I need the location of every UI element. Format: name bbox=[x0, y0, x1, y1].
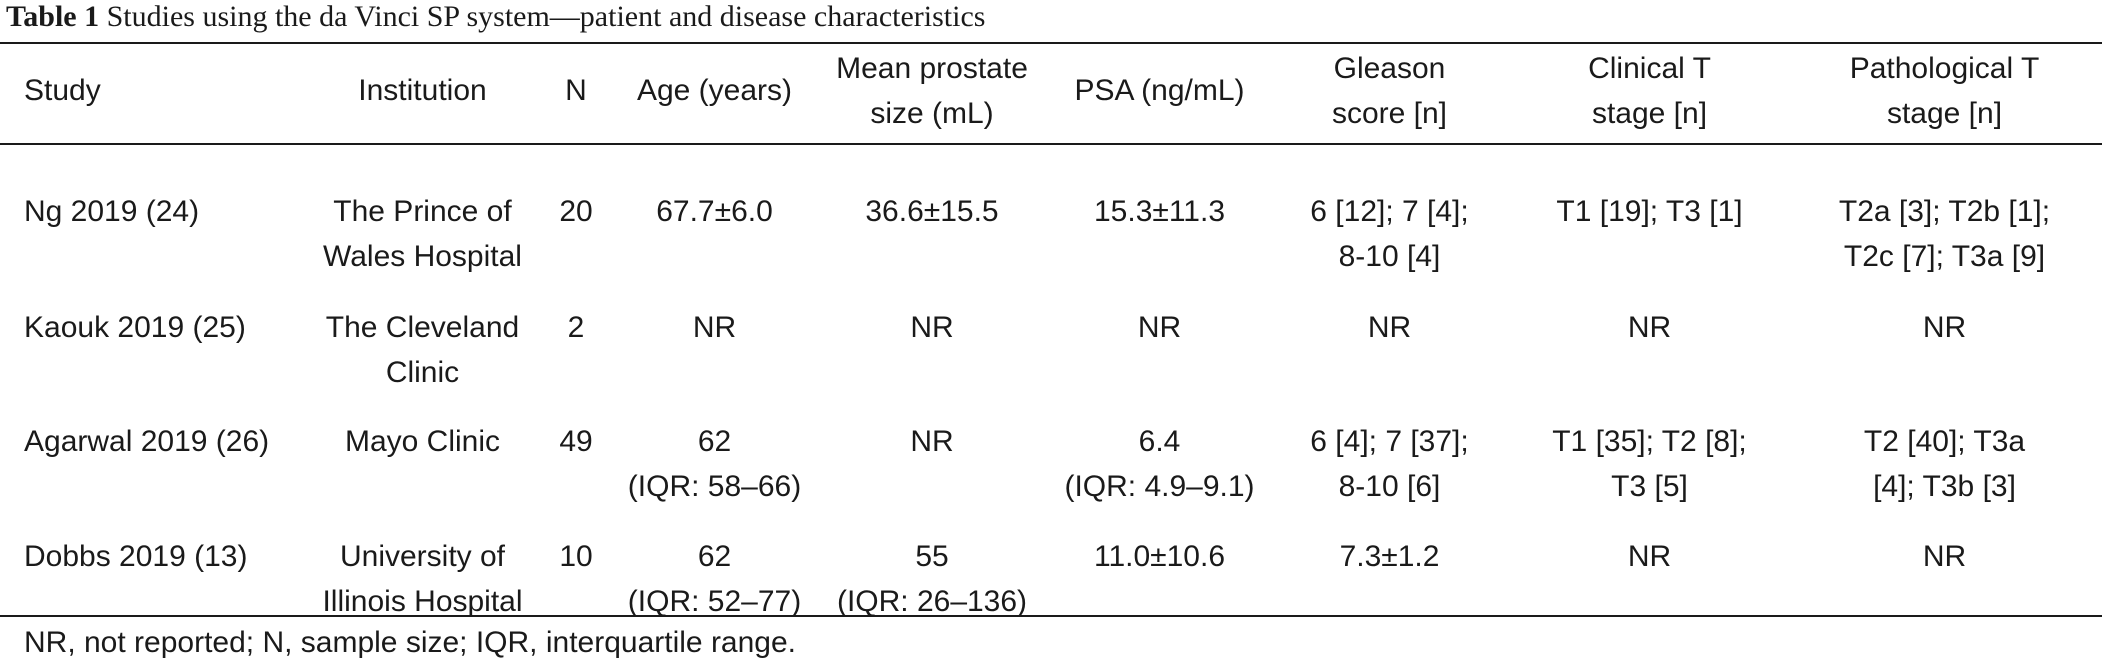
column-header-gleason: Gleason score [n] bbox=[1331, 52, 1448, 130]
table-footnote: NR, not reported; N, sample size; IQR, i… bbox=[24, 626, 797, 659]
cell-institution: Mayo Clinic bbox=[344, 425, 501, 458]
cell-n: 20 bbox=[559, 195, 593, 228]
table-row: Dobbs 2019 (13) University of Illinois Ho… bbox=[0, 510, 2102, 624]
cell-prostate-size: NR bbox=[910, 425, 954, 458]
column-header-study: Study bbox=[24, 74, 101, 107]
cell-age: NR bbox=[692, 311, 737, 344]
column-header-age: Age (years) bbox=[636, 74, 793, 107]
cell-n: 49 bbox=[559, 425, 593, 458]
column-header-psa: PSA (ng/mL) bbox=[1074, 74, 1245, 107]
cell-psa: 15.3±11.3 bbox=[1093, 195, 1225, 228]
cell-gleason: 7.3±1.2 bbox=[1339, 540, 1440, 573]
table-bottom-rule bbox=[0, 615, 2102, 617]
cell-gleason: 6 [4]; 7 [37]; 8-10 [6] bbox=[1310, 425, 1469, 503]
cell-clinical-t-stage: NR bbox=[1627, 311, 1672, 344]
cell-prostate-size: 55 (IQR: 26–136) bbox=[836, 540, 1028, 618]
cell-institution: The Prince of Wales Hospital bbox=[323, 195, 522, 273]
table-row: Kaouk 2019 (25) The Cleveland Clinic 2 NR… bbox=[0, 281, 2102, 395]
cell-pathological-t-stage: NR bbox=[1922, 540, 1967, 573]
table-top-rule bbox=[0, 42, 2102, 44]
column-header-institution: Institution bbox=[358, 74, 487, 107]
cell-age: 62 (IQR: 52–77) bbox=[627, 540, 802, 618]
table-row: Agarwal 2019 (26) Mayo Clinic 49 62 (IQR:… bbox=[0, 395, 2102, 510]
cell-age: 67.7±6.0 bbox=[656, 195, 773, 228]
table-caption: Table 1 Studies using the da Vinci SP sy… bbox=[6, 0, 985, 38]
cell-gleason: 6 [12]; 7 [4]; 8-10 [4] bbox=[1310, 195, 1469, 273]
cell-pathological-t-stage: T2 [40]; T3a [4]; T3b [3] bbox=[1863, 425, 2026, 503]
cell-clinical-t-stage: NR bbox=[1627, 540, 1672, 573]
table-caption-label: Table 1 bbox=[6, 0, 100, 33]
cell-age: 62 (IQR: 58–66) bbox=[627, 425, 802, 503]
cell-prostate-size: NR bbox=[910, 311, 954, 344]
cell-prostate-size: 36.6±15.5 bbox=[865, 195, 999, 228]
cell-study: Dobbs 2019 (13) bbox=[24, 540, 248, 573]
cell-pathological-t-stage: NR bbox=[1922, 311, 1967, 344]
cell-institution: The Cleveland Clinic bbox=[325, 311, 520, 389]
cell-clinical-t-stage: T1 [35]; T2 [8]; T3 [5] bbox=[1552, 425, 1747, 503]
header-row: Study Institution N Age (years) Mean pro… bbox=[0, 44, 2102, 167]
cell-study: Agarwal 2019 (26) bbox=[24, 425, 270, 458]
cell-n: 10 bbox=[559, 540, 593, 573]
column-header-n: N bbox=[565, 74, 587, 107]
study-characteristics-table: Study Institution N Age (years) Mean pro… bbox=[0, 44, 2102, 624]
cell-study: Ng 2019 (24) bbox=[24, 195, 200, 228]
cell-institution: University of Illinois Hospital bbox=[322, 540, 523, 618]
column-header-prostate-size: Mean prostate size (mL) bbox=[836, 52, 1028, 130]
cell-clinical-t-stage: T1 [19]; T3 [1] bbox=[1556, 195, 1743, 228]
cell-n: 2 bbox=[567, 311, 585, 344]
cell-psa: 11.0±10.6 bbox=[1093, 540, 1225, 573]
cell-psa: 6.4 (IQR: 4.9–9.1) bbox=[1064, 425, 1255, 503]
cell-psa: NR bbox=[1137, 311, 1182, 344]
cell-study: Kaouk 2019 (25) bbox=[24, 311, 246, 344]
table-caption-text: Studies using the da Vinci SP system—pat… bbox=[106, 0, 986, 33]
cell-gleason: NR bbox=[1367, 311, 1412, 344]
table-row: Ng 2019 (24) The Prince of Wales Hospital… bbox=[0, 167, 2102, 281]
cell-pathological-t-stage: T2a [3]; T2b [1]; T2c [7]; T3a [9] bbox=[1838, 195, 2051, 273]
table-header-rule bbox=[0, 143, 2102, 145]
